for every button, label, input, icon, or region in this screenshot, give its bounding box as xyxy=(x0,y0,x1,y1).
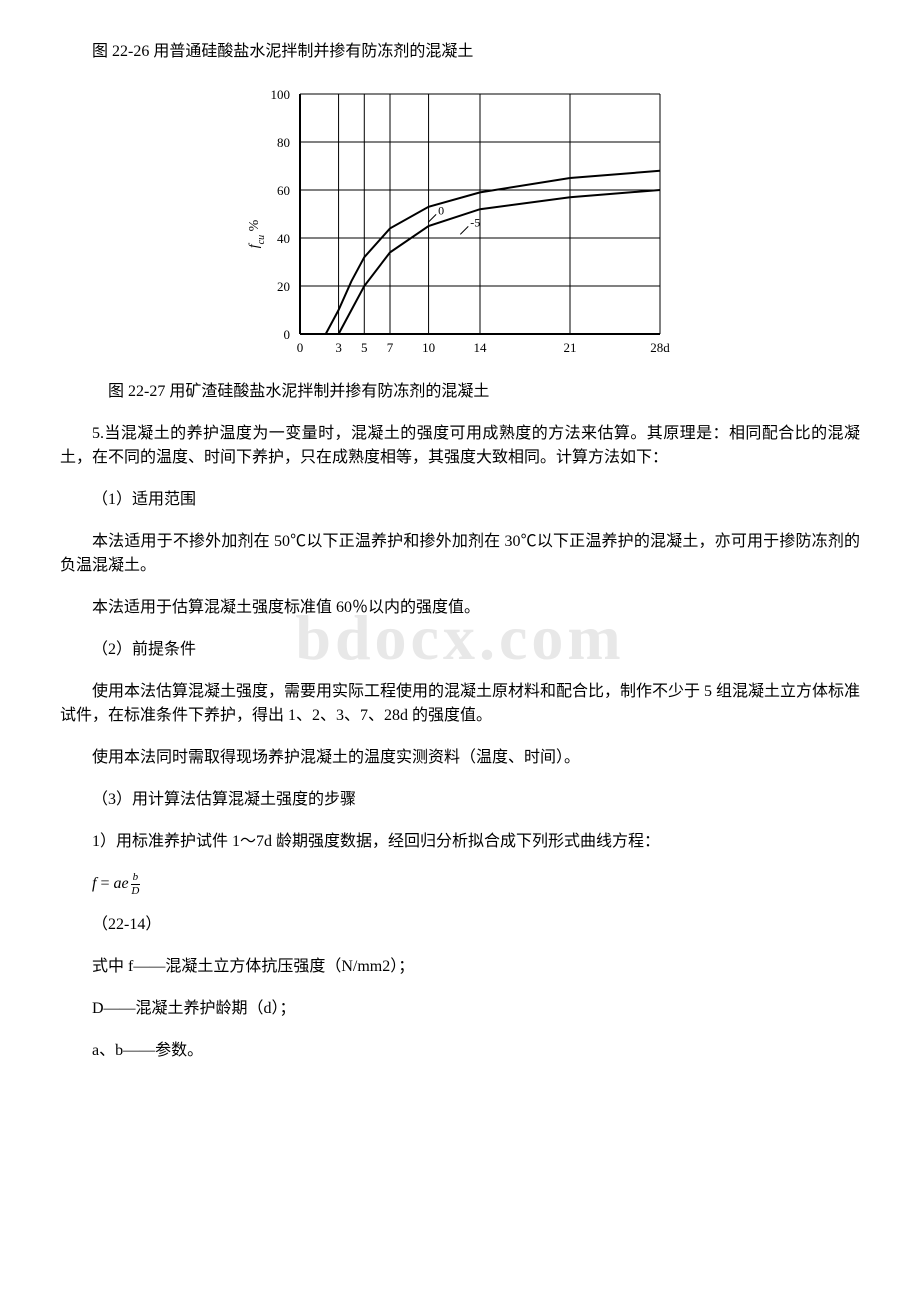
paragraph-prereq-2: 使用本法同时需取得现场养护混凝土的温度实测资料（温度、时间）。 xyxy=(60,746,860,770)
heading-prereq: （2）前提条件 xyxy=(60,638,860,662)
svg-text:60: 60 xyxy=(277,183,290,198)
formula-exponent: bD xyxy=(131,872,141,897)
figure-22-26-caption: 图 22-26 用普通硅酸盐水泥拌制并掺有防冻剂的混凝土 xyxy=(60,40,860,64)
svg-text:fcu %: fcu % xyxy=(247,219,267,248)
svg-text:100: 100 xyxy=(271,87,291,102)
svg-text:3: 3 xyxy=(335,340,342,355)
formula-22-14: f = aebD xyxy=(92,872,860,897)
formula-ae: ae xyxy=(113,875,128,892)
formula-eq: = xyxy=(96,875,113,892)
svg-text:5: 5 xyxy=(361,340,368,355)
svg-text:20: 20 xyxy=(277,279,290,294)
formula-exp-num: b xyxy=(131,872,141,885)
figure-22-27-caption: 图 22-27 用矿渣硅酸盐水泥拌制并掺有防冻剂的混凝土 xyxy=(108,380,860,404)
paragraph-where-f: 式中 f——混凝土立方体抗压强度（N/mm2）； xyxy=(60,955,860,979)
paragraph-where-d: D——混凝土养护龄期（d）； xyxy=(60,997,860,1021)
svg-text:0: 0 xyxy=(284,327,291,342)
paragraph-where-ab: a、b——参数。 xyxy=(60,1039,860,1063)
heading-scope: （1）适用范围 xyxy=(60,488,860,512)
paragraph-scope-1: 本法适用于不掺外加剂在 50℃以下正温养护和掺外加剂在 30℃以下正温养护的混凝… xyxy=(60,530,860,578)
chart-svg: 0 20 40 60 80 100 0 3 5 7 10 14 21 28d fcu % 0 -5 xyxy=(230,74,690,374)
heading-steps: （3）用计算法估算混凝土强度的步骤 xyxy=(60,788,860,812)
figure-22-27-chart: 0 20 40 60 80 100 0 3 5 7 10 14 21 28d fcu % 0 -5 xyxy=(60,74,860,374)
svg-text:10: 10 xyxy=(422,340,435,355)
equation-number: （22-14） xyxy=(60,913,860,937)
svg-text:21: 21 xyxy=(564,340,577,355)
svg-text:14: 14 xyxy=(474,340,488,355)
svg-text:80: 80 xyxy=(277,135,290,150)
formula-exp-den: D xyxy=(131,885,139,897)
svg-text:0: 0 xyxy=(297,340,304,355)
svg-text:7: 7 xyxy=(387,340,394,355)
svg-text:-5: -5 xyxy=(470,215,480,229)
paragraph-intro: 5.当混凝土的养护温度为一变量时，混凝土的强度可用成熟度的方法来估算。其原理是：… xyxy=(60,422,860,470)
svg-text:40: 40 xyxy=(277,231,290,246)
paragraph-prereq-1: 使用本法估算混凝土强度，需要用实际工程使用的混凝土原材料和配合比，制作不少于 5… xyxy=(60,680,860,728)
svg-text:28d: 28d xyxy=(650,340,670,355)
svg-text:0: 0 xyxy=(438,203,444,217)
paragraph-step-1: 1）用标准养护试件 1～7d 龄期强度数据，经回归分析拟合成下列形式曲线方程： xyxy=(60,830,860,854)
document-body: 图 22-26 用普通硅酸盐水泥拌制并掺有防冻剂的混凝土 0 20 40 60 80 10… xyxy=(60,40,860,1063)
paragraph-scope-2: 本法适用于估算混凝土强度标准值 60％以内的强度值。 xyxy=(60,596,860,620)
